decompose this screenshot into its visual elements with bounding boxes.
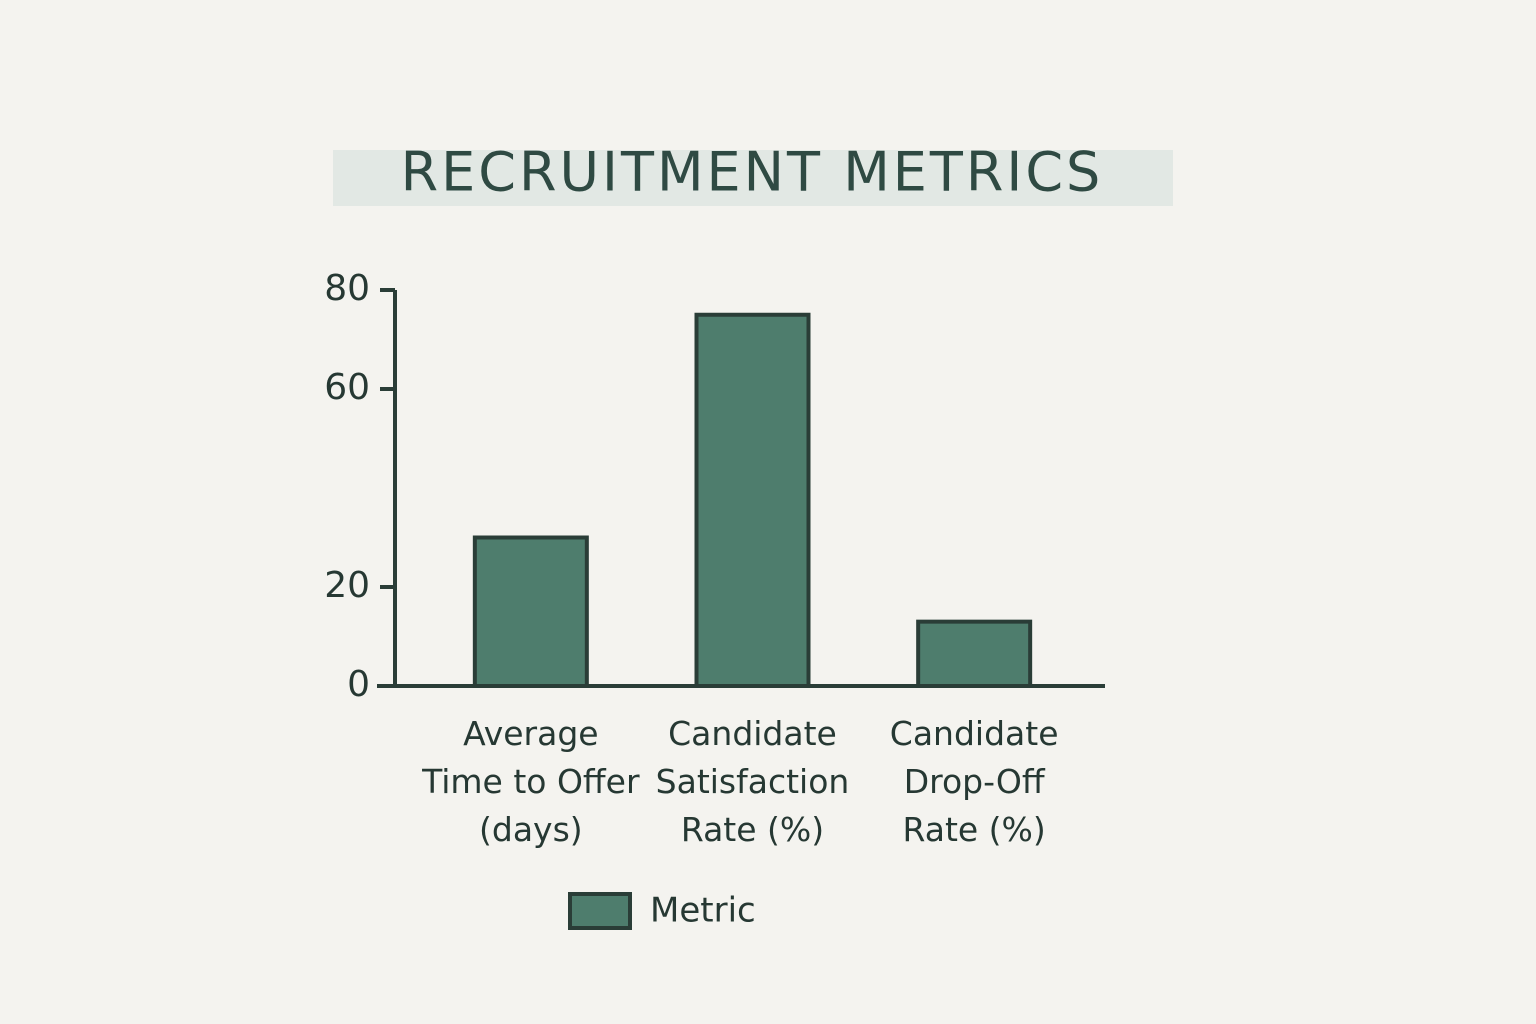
title-highlight [333,150,1173,206]
legend-label: Metric [650,891,756,931]
bar [472,535,589,688]
x-tick-label: Candidate Satisfaction Rate (%) [655,714,850,849]
y-tick-label: 60 [324,367,370,408]
bar [694,312,811,688]
x-tick-label: Average Time to Offer (days) [422,714,640,849]
y-tick-label: 0 [347,664,370,705]
x-tick-label: Candidate Drop-Off Rate (%) [889,714,1059,849]
y-tick-label: 20 [324,565,370,606]
legend-swatch [568,892,632,930]
chart-title: RECRUITMENT METRICS [401,141,1104,204]
bar [916,619,1033,689]
y-tick-label: 80 [324,268,370,309]
